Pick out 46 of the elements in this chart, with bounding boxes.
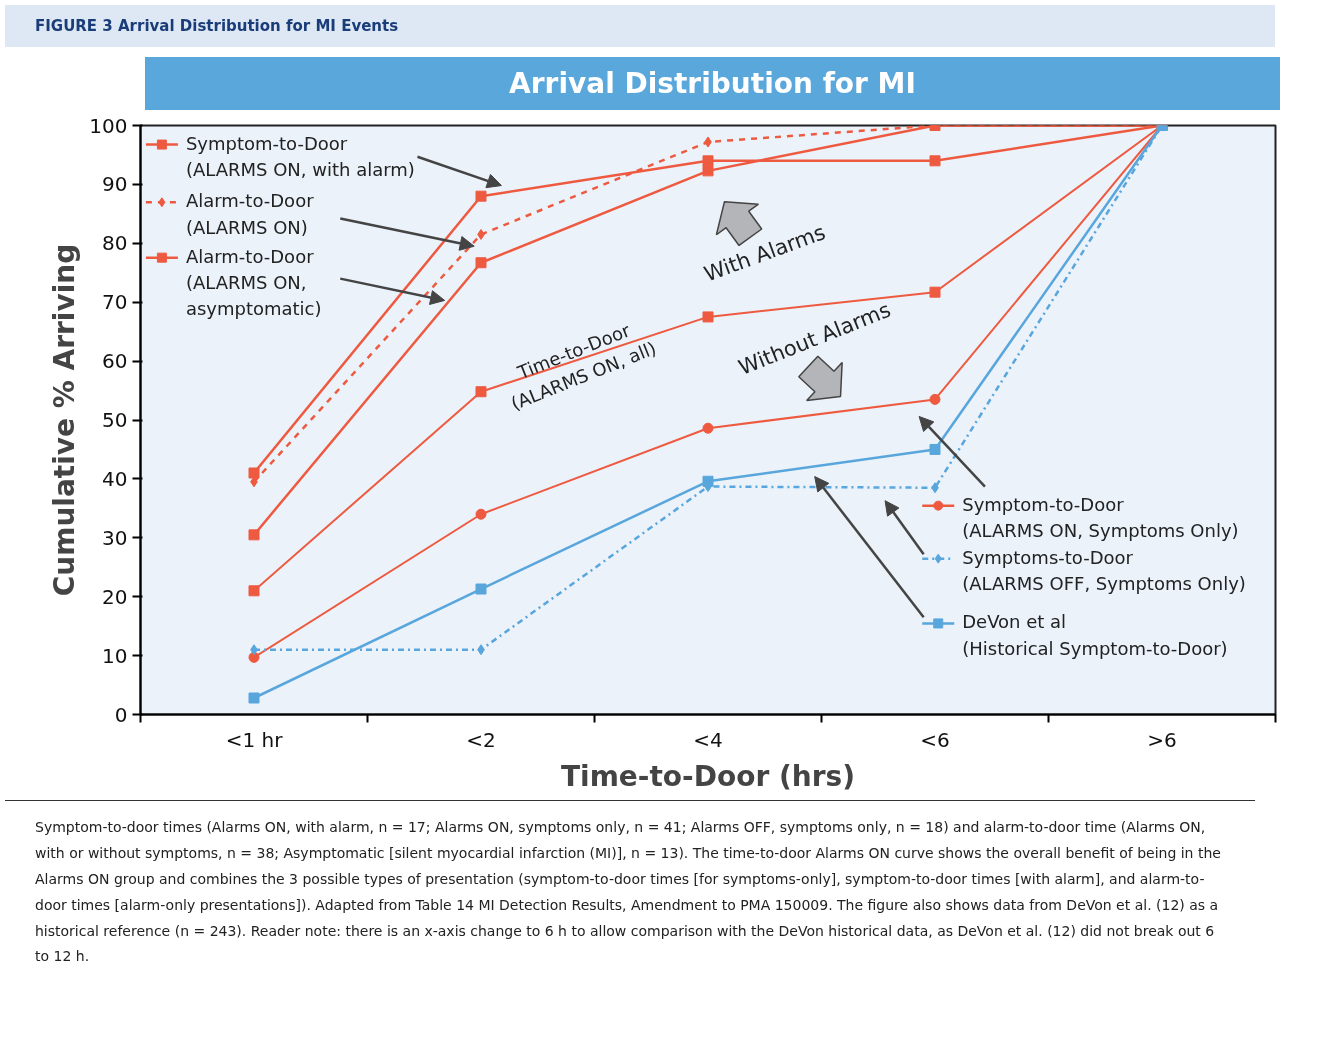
y-tick-label: 30	[102, 525, 128, 550]
legend-label: Alarm-to-Door (ALARMS ON, asymptomatic)	[185, 245, 322, 320]
y-tick-label: 80	[102, 231, 128, 256]
annotation: With Alarms	[700, 220, 829, 287]
y-axis-title: Cumulative % Arriving	[48, 243, 82, 597]
y-tick-label: 100	[89, 113, 128, 138]
y-tick-label: 20	[102, 584, 128, 609]
point	[702, 422, 714, 434]
point	[929, 393, 941, 405]
legend-label: Alarm-to-Door (ALARMS ON)	[185, 190, 315, 238]
y-tick-label: 60	[102, 349, 128, 374]
y-tick-label: 70	[102, 290, 128, 315]
point	[248, 692, 260, 704]
legend-label: Symptom-to-Door (ALARMS ON, Symptoms Only)	[962, 493, 1239, 541]
x-tick-label: <4	[693, 727, 723, 752]
x-tick-label: <2	[466, 727, 496, 752]
point	[929, 286, 941, 298]
x-axis-title: Time-to-Door (hrs)	[561, 759, 855, 793]
point	[248, 585, 260, 597]
y-tick-label: 40	[102, 466, 128, 491]
x-tick-label: <6	[920, 727, 950, 752]
point	[702, 155, 714, 167]
point	[929, 443, 941, 455]
text: Symptom-to-door times (Alarms ON, with alarm, n = 17; Alarms ON, symptoms only, n = 41; Alarms OFF, symptoms only, n = 18) and alarm-to-door time (Alarms ON, with or without symptoms, n = 38; Asymptomatic [silent myocardial infarction (MI)], n = 13). The time-to-door Alarms ON curve shows the overall benefit of being in the Alarms ON group and combines the 3 possible types of presentation (symptom-to-door times [for symptoms-only], symptom-to-door times [with alarm], and alarm-to-door times [alarm-only presentations]). Adapted from Table 14 MI Detection Results, Amendment to PMA 150009. The figure also shows data from DeVon et al. (12) as a historical reference (n = 243). Reader note: there is an x-axis change to 6 h to allow comparison with the DeVon historical data, as DeVon et al. (12) did not break out 6 to 12 h.	[5, 800, 1255, 985]
point	[929, 155, 941, 167]
point	[248, 467, 260, 479]
point	[475, 583, 487, 595]
legend-label: Symptoms-to-Door (ALARMS OFF, Symptoms Only)	[962, 546, 1246, 594]
y-tick-label: 90	[102, 172, 128, 197]
x-tick-label: >6	[1147, 727, 1177, 752]
point	[702, 311, 714, 323]
y-tick-label: 0	[114, 702, 128, 727]
legend-label: DeVon et al (Historical Symptom-to-Door)	[962, 611, 1228, 659]
point	[702, 475, 714, 487]
point	[475, 508, 487, 520]
point	[475, 386, 487, 398]
chart-title: Arrival Distribution for MI	[145, 57, 1280, 110]
legend-label: Symptom-to-Door (ALARMS ON, with alarm)	[185, 132, 415, 180]
x-tick-label: <1 hr	[225, 727, 284, 752]
point	[475, 190, 487, 202]
chart-subtitle: FIGURE 3 Arrival Distribution for MI Events	[5, 5, 1275, 47]
y-tick-label: 50	[102, 408, 128, 432]
point	[248, 529, 260, 541]
point	[475, 257, 487, 269]
point	[702, 165, 714, 177]
y-tick-label: 10	[102, 643, 128, 668]
